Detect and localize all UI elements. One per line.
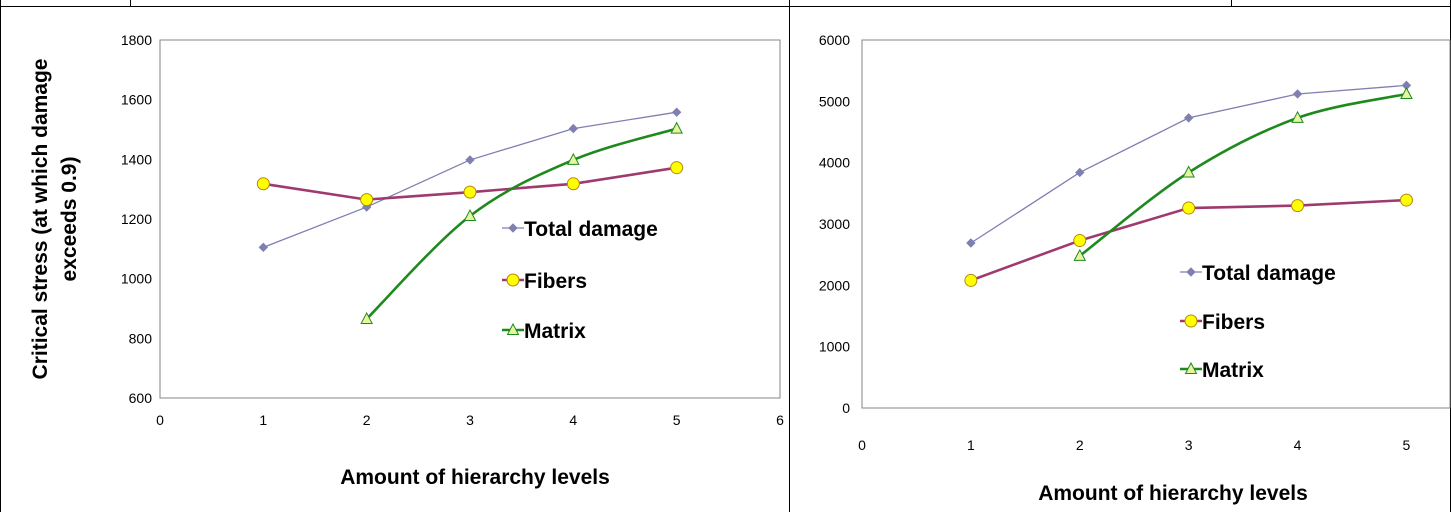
data-point-matrix [1400,86,1413,99]
data-point-fibers [463,185,477,199]
data-point-fibers [256,177,270,191]
y-axis-title-line2: exceeds 0.9) [58,157,81,282]
x-tick-label-right: 3 [1185,437,1193,453]
y-tick-label-left: 1000 [121,271,152,287]
data-point-total-damage [1183,113,1194,123]
x-axis-ticks-right: 0 1 2 3 4 5 [858,437,1410,453]
legend-label-matrix: Matrix [524,320,586,343]
data-point-fibers [964,273,978,287]
data-point-matrix [1291,110,1304,123]
legend-right: Total damage Fibers Matrix [1180,262,1336,382]
legend-item-total-damage: Total damage [1180,262,1336,285]
legend-left: Total damage Fibers Matrix [502,218,658,343]
y-tick-label-right: 6000 [819,32,850,48]
y-tick-label-right: 3000 [819,216,850,232]
x-tick-label-left: 1 [259,412,267,428]
data-point-total-damage [1292,89,1303,99]
data-point-total-damage [258,242,269,253]
legend-label-total-damage: Total damage [524,218,658,241]
series-matrix-right [1073,86,1413,261]
y-tick-label-left: 1200 [121,211,152,227]
x-tick-label-right: 5 [1403,437,1411,453]
y-tick-label-right: 0 [842,400,850,416]
legend-item-total-damage: Total damage [502,218,658,241]
data-point-matrix [463,208,477,222]
data-point-fibers [1291,199,1305,213]
series-line-matrix [365,127,678,320]
x-axis-ticks-left: 0 1 2 3 4 5 6 [156,412,784,428]
y-tick-label-left: 1400 [121,151,152,167]
plot-area-right [861,39,1451,409]
data-point-total-damage [966,238,976,248]
data-point-total-damage [568,123,579,134]
data-point-matrix [360,311,373,324]
series-fibers-right [964,193,1413,287]
legend-item-fibers: Fibers [1180,311,1265,334]
legend-marker-total-damage [508,223,518,233]
legend-label-fibers: Fibers [1202,311,1265,334]
x-tick-label-left: 0 [156,412,164,428]
chart-left: 600 800 1000 1200 1400 1600 1800 0 1 2 3 4 5 6 Criti… [29,32,784,489]
legend-label-matrix: Matrix [1202,359,1264,382]
data-point-fibers [360,193,374,207]
data-point-fibers [1399,193,1413,207]
legend-marker-fibers [506,273,520,287]
y-tick-label-left: 800 [129,330,153,346]
data-point-fibers [1073,234,1087,248]
data-point-total-damage [1075,167,1085,178]
data-point-matrix [1182,165,1195,178]
data-point-fibers [670,161,684,175]
y-tick-label-left: 1800 [121,32,152,48]
legend-marker-total-damage [1186,267,1196,277]
x-tick-label-left: 4 [569,412,577,428]
y-tick-label-right: 1000 [819,339,850,355]
series-group-left [256,107,684,324]
series-group-right [964,80,1413,287]
data-point-fibers [566,177,580,191]
legend-marker-fibers [1184,314,1198,328]
legend-item-fibers: Fibers [502,270,587,293]
x-tick-label-right: 4 [1294,437,1302,453]
y-tick-label-left: 600 [129,390,153,406]
y-tick-label-left: 1600 [121,92,152,108]
x-tick-label-right: 2 [1076,437,1084,453]
y-axis-title-line1: Critical stress (at which damage [29,59,52,380]
y-tick-label-right: 4000 [819,155,850,171]
x-tick-label-right: 0 [858,437,866,453]
x-tick-label-left: 6 [776,412,784,428]
chart-right: 0 1000 2000 3000 4000 5000 6000 0 1 2 3 4 5 Amount … [819,32,1451,505]
legend-label-fibers: Fibers [524,270,587,293]
series-matrix-left [360,121,683,324]
data-point-matrix [670,121,683,134]
series-total-damage-left [258,107,682,253]
series-fibers-left [256,161,684,207]
x-tick-label-left: 5 [673,412,681,428]
series-line-total-damage [970,84,1407,244]
legend-item-matrix: Matrix [502,320,586,343]
data-point-fibers [1182,201,1196,215]
legend-marker-matrix [1184,361,1198,374]
y-tick-label-right: 5000 [819,93,850,109]
data-point-matrix [567,152,580,165]
data-point-total-damage [671,107,682,117]
legend-label-total-damage: Total damage [1202,262,1336,285]
legend-marker-matrix [506,322,520,335]
plot-area-left [159,39,781,399]
y-tick-label-right: 2000 [819,277,850,293]
y-axis-ticks-left: 600 800 1000 1200 1400 1600 1800 [121,32,152,406]
legend-item-matrix: Matrix [1180,359,1264,382]
x-axis-title-right: Amount of hierarchy levels [1038,482,1308,505]
series-line-matrix [1078,92,1407,257]
data-point-total-damage [465,155,475,165]
x-tick-label-left: 3 [466,412,474,428]
data-point-matrix [1073,248,1087,261]
y-axis-ticks-right: 0 1000 2000 3000 4000 5000 6000 [819,32,850,416]
x-axis-title-left: Amount of hierarchy levels [340,466,610,489]
x-tick-label-right: 1 [967,437,975,453]
x-tick-label-left: 2 [363,412,371,428]
